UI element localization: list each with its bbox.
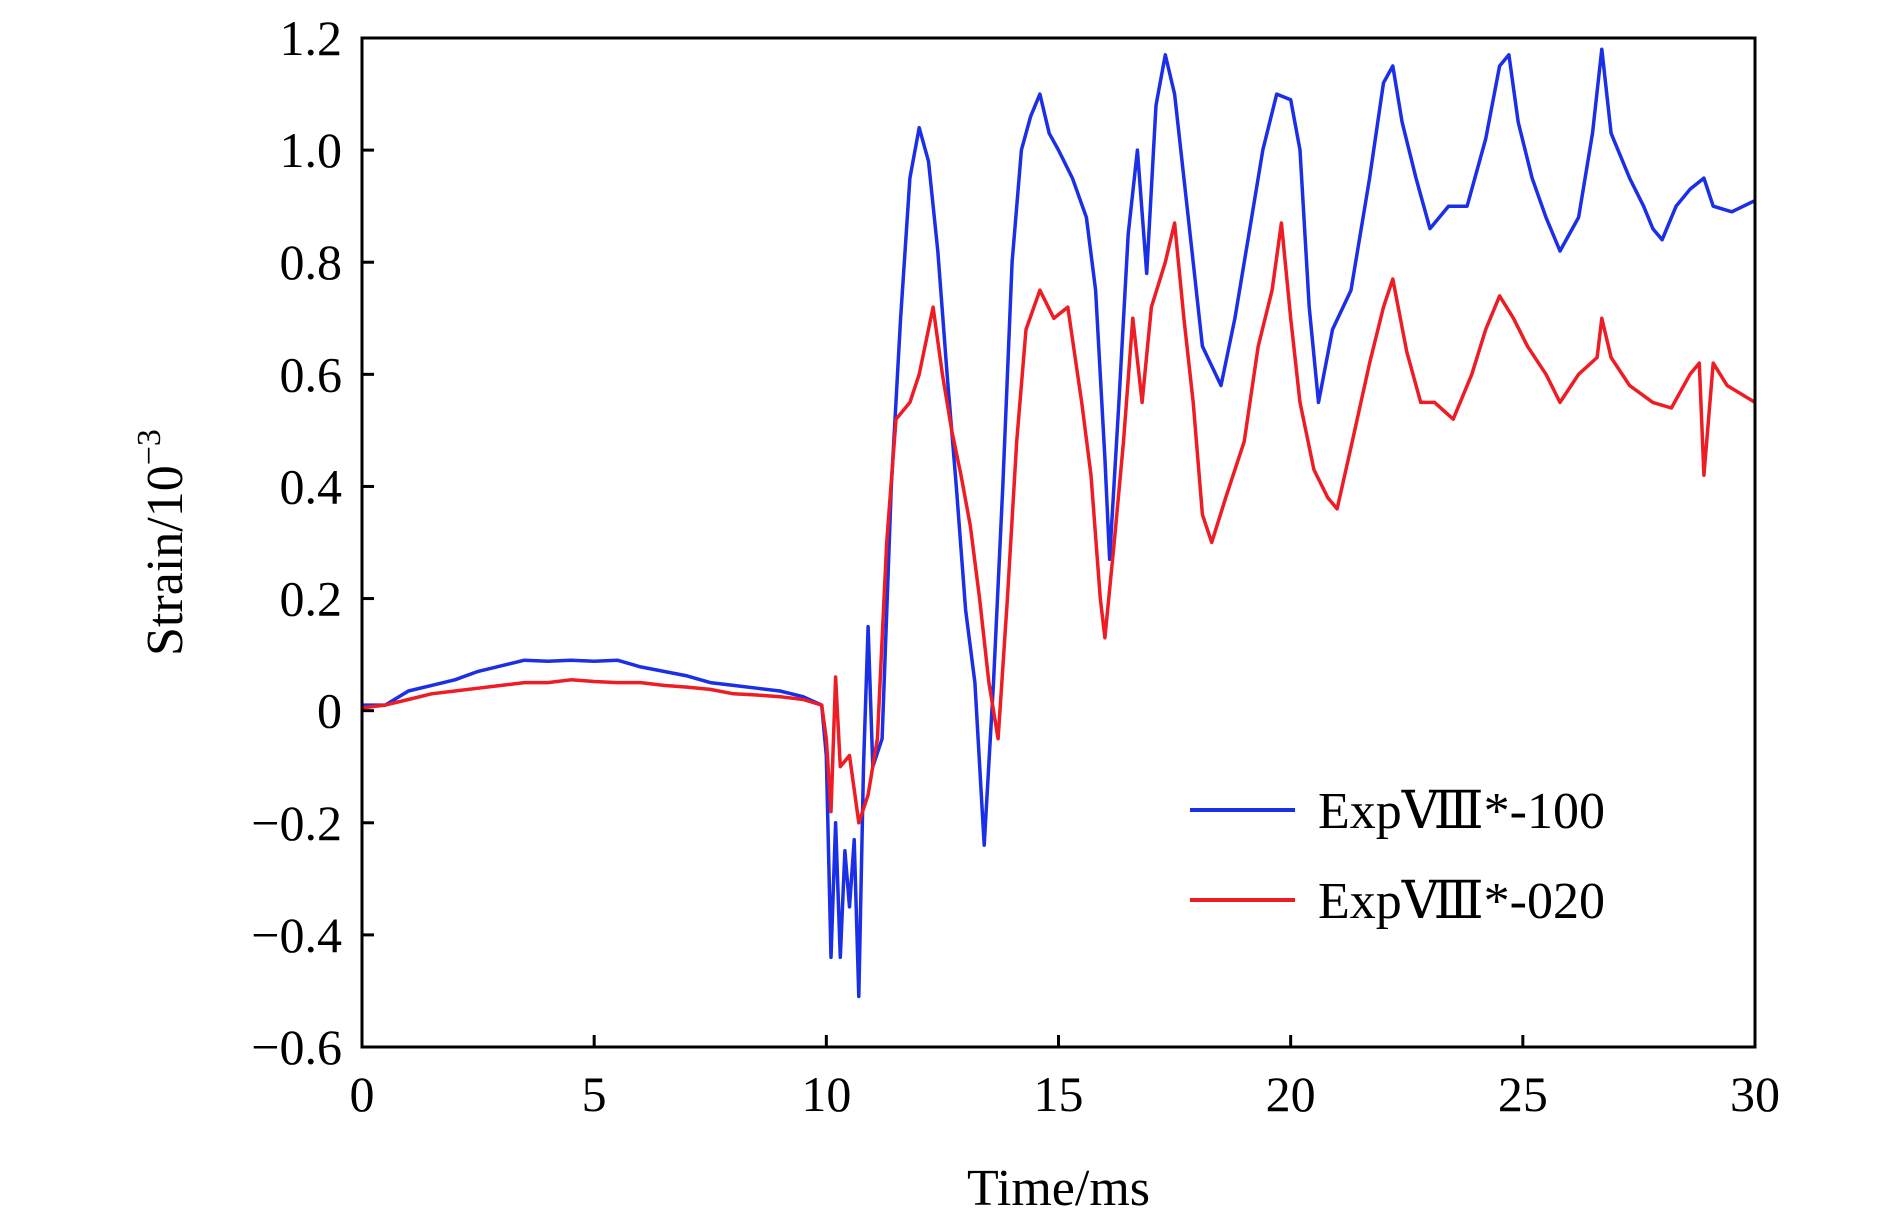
- series-line-1: [362, 47, 1756, 999]
- legend: ExpⅧ*-100 ExpⅧ*-020: [1190, 783, 1605, 930]
- x-axis-ticks: 0 5 10 15 20 25 30: [350, 1035, 1780, 1122]
- x-tick-label: 15: [1034, 1066, 1084, 1122]
- y-tick-label: 0.6: [280, 346, 343, 402]
- legend-label-1: ExpⅧ*-100: [1318, 783, 1605, 840]
- y-tick-label: 0.4: [280, 458, 343, 514]
- y-axis-ticks: −0.6 −0.4 −0.2 0 0.2 0.4 0.6 0.8 1.0 1.2: [251, 10, 374, 1075]
- x-tick-label: 0: [350, 1066, 375, 1122]
- y-tick-label: −0.2: [251, 795, 342, 851]
- y-tick-label: −0.6: [251, 1019, 342, 1075]
- y-tick-label: 0.8: [280, 234, 343, 290]
- legend-label-2: ExpⅧ*-020: [1318, 873, 1605, 930]
- series-layer: [361, 47, 1756, 999]
- x-tick-label: 5: [582, 1066, 607, 1122]
- y-tick-label: 0: [317, 683, 342, 739]
- y-axis-label-superscript: −3: [131, 429, 168, 465]
- x-tick-label: 10: [801, 1066, 851, 1122]
- y-tick-label: 1.2: [280, 10, 343, 66]
- x-tick-label: 30: [1730, 1066, 1780, 1122]
- y-tick-label: −0.4: [251, 907, 342, 963]
- series-line-2: [361, 221, 1756, 825]
- x-axis-label: Time/ms: [967, 1160, 1150, 1214]
- x-tick-label: 25: [1498, 1066, 1548, 1122]
- y-axis-label-main: Strain/10: [137, 465, 194, 656]
- x-tick-label: 20: [1266, 1066, 1316, 1122]
- y-tick-label: 1.0: [280, 122, 343, 178]
- y-axis-label: Strain/10−3: [131, 429, 194, 656]
- y-tick-label: 0.2: [280, 571, 343, 627]
